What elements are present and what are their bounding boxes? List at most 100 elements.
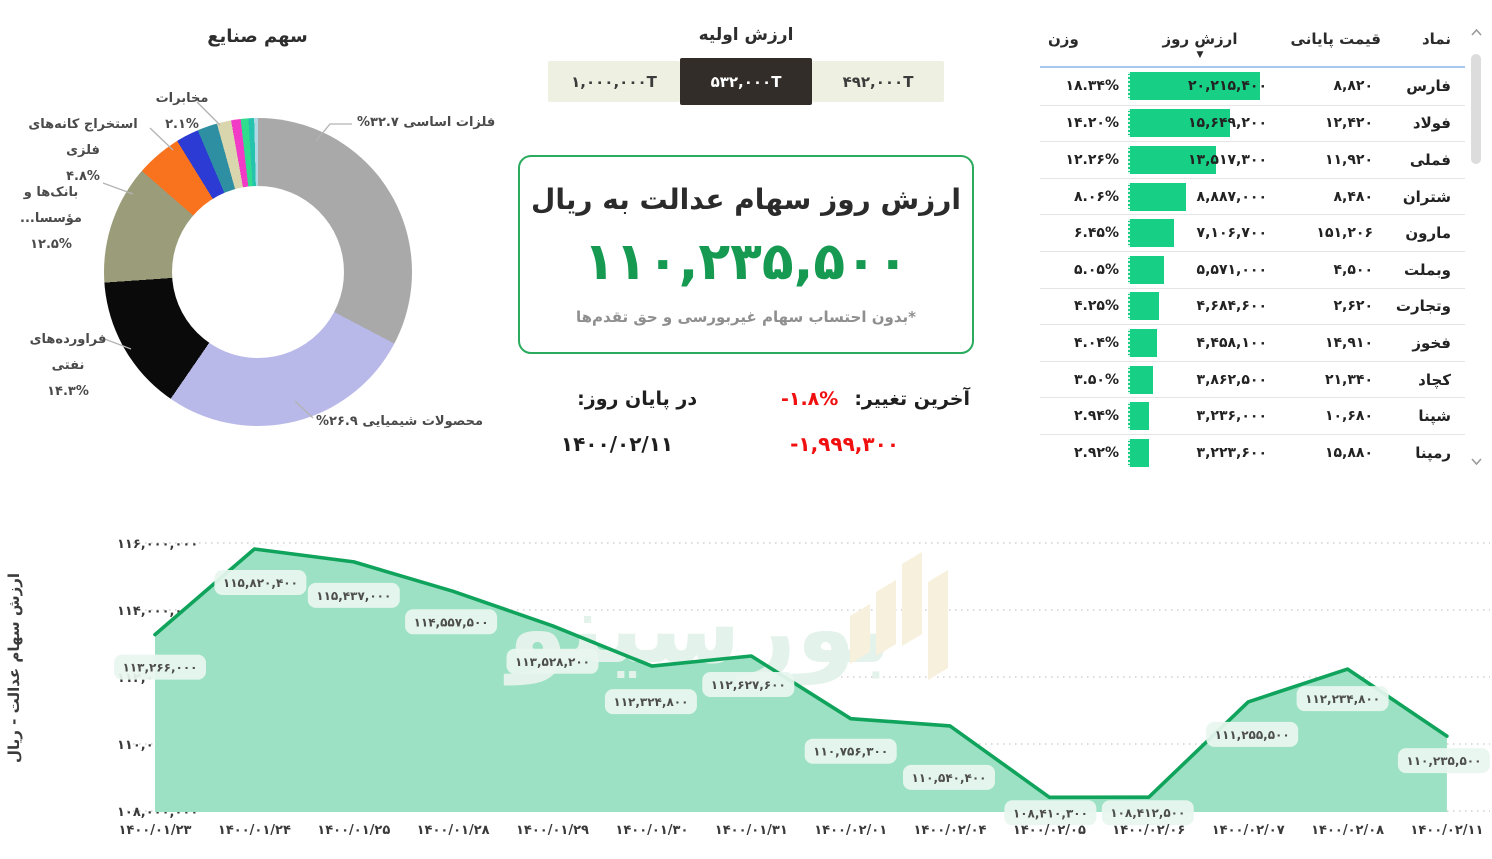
industry-share-donut[interactable]: [104, 118, 412, 426]
x-tick: ۱۴۰۰/۰۲/۰۴: [914, 823, 987, 838]
value-bar: [1128, 292, 1159, 321]
svg-text:۱۱۰,۲۳۵,۵۰۰: ۱۱۰,۲۳۵,۵۰۰: [1406, 754, 1481, 768]
scrollbar-thumb[interactable]: [1471, 54, 1481, 164]
initial-value-toggle: ۴۹۲,۰۰۰T ۵۳۲,۰۰۰T ۱,۰۰۰,۰۰۰T: [548, 58, 944, 105]
table-row[interactable]: رمپنا ۱۵,۸۸۰ ۳,۲۲۳,۶۰۰ ۲.۹۲%: [1040, 433, 1465, 471]
table-row[interactable]: فولاد ۱۲,۴۲۰ ۱۵,۶۴۹,۲۰۰ ۱۴.۲۰%: [1040, 104, 1465, 142]
day-value-note: *بدون احتساب سهام غیربورسی و حق تقدم‌ها: [576, 308, 916, 326]
point-label: ۱۰۸,۴۱۲,۵۰۰: [1101, 800, 1194, 826]
table-row[interactable]: وبملت ۴,۵۰۰ ۵,۵۷۱,۰۰۰ ۵.۰۵%: [1040, 250, 1465, 288]
symbol-cell: وبملت: [1403, 260, 1451, 279]
day-value-cell: ۳,۲۲۳,۶۰۰: [1125, 435, 1275, 471]
point-label: ۱۱۲,۳۲۴,۸۰۰: [604, 689, 697, 715]
header-cell-close-price[interactable]: قیمت پایانی: [1290, 30, 1381, 48]
day-value-cell: ۱۳,۵۱۷,۳۰۰: [1125, 142, 1275, 178]
svg-text:۱۱۵,۴۳۷,۰۰۰: ۱۱۵,۴۳۷,۰۰۰: [316, 589, 391, 603]
day-value-cell: ۳,۲۳۶,۰۰۰: [1125, 398, 1275, 434]
table-row[interactable]: مارون ۱۵۱,۲۰۶ ۷,۱۰۶,۷۰۰ ۶.۴۵%: [1040, 214, 1465, 251]
value-history-chart[interactable]: ۱۱۶,۰۰۰,۰۰۰۱۱۴,۰۰۰,۰۰۰۱۱۲,۰۰۰,۰۰۰۱۱۰,۰۰۰…: [0, 500, 1492, 859]
weight-cell: ۴.۰۴%: [1074, 334, 1119, 351]
svg-text:۱۰۸,۴۱۰,۳۰۰: ۱۰۸,۴۱۰,۳۰۰: [1013, 806, 1088, 820]
header-cell-day-value[interactable]: ارزش روز ▼: [1125, 16, 1275, 60]
value-bar: [1128, 365, 1154, 394]
svg-text:۱۱۳,۵۲۸,۲۰۰: ۱۱۳,۵۲۸,۲۰۰: [515, 655, 590, 669]
close-price-cell: ۲۱,۳۴۰: [1324, 371, 1373, 388]
initial-value-option[interactable]: ۵۳۲,۰۰۰T: [680, 58, 812, 105]
day-value-cell: ۳,۸۶۲,۵۰۰: [1125, 362, 1275, 398]
symbol-cell: فملی: [1409, 150, 1451, 169]
initial-value-option[interactable]: ۴۹۲,۰۰۰T: [812, 61, 944, 102]
symbol-cell: شتران: [1402, 187, 1451, 206]
day-value-cell: ۱۵,۶۴۹,۲۰۰: [1125, 106, 1275, 142]
value-bar: [1128, 219, 1175, 248]
header-cell-weight[interactable]: وزن: [1048, 30, 1079, 48]
close-price-cell: ۱۴,۹۱۰: [1324, 334, 1373, 351]
day-value-cell: ۲۰,۲۱۵,۴۰۰: [1125, 68, 1275, 105]
table-row[interactable]: فملی ۱۱,۹۲۰ ۱۳,۵۱۷,۳۰۰ ۱۲.۲۶%: [1040, 141, 1465, 178]
svg-text:۱۱۲,۲۳۴,۸۰۰: ۱۱۲,۲۳۴,۸۰۰: [1305, 692, 1380, 706]
sort-descending-icon[interactable]: ▼: [1196, 50, 1204, 60]
donut-label-oil-products: فراورده‌های نفتی ۱۴.۳%: [29, 332, 107, 399]
weight-cell: ۴.۲۵%: [1074, 298, 1119, 315]
table-row[interactable]: فارس ۸,۸۲۰ ۲۰,۲۱۵,۴۰۰ ۱۸.۳۴%: [1040, 68, 1465, 105]
weight-cell: ۱۲.۲۶%: [1065, 151, 1119, 168]
initial-value-title: ارزش اولیه: [698, 25, 794, 45]
weight-cell: ۲.۹۲%: [1074, 444, 1119, 461]
point-label: ۱۱۱,۲۵۵,۵۰۰: [1206, 721, 1299, 747]
holdings-table: نماد قیمت پایانی ارزش روز ▼ وزن فارس ۸,۸۲…: [1040, 16, 1465, 471]
x-tick: ۱۴۰۰/۰۱/۲۴: [218, 823, 291, 838]
svg-text:۱۱۳,۲۶۶,۰۰۰: ۱۱۳,۲۶۶,۰۰۰: [122, 661, 197, 675]
weight-cell: ۳.۵۰%: [1074, 371, 1119, 388]
svg-text:۱۱۱,۲۵۵,۵۰۰: ۱۱۱,۲۵۵,۵۰۰: [1215, 728, 1290, 742]
x-tick: ۱۴۰۰/۰۲/۰۶: [1112, 823, 1185, 838]
symbol-cell: مارون: [1405, 224, 1451, 243]
table-row[interactable]: وتجارت ۲,۶۲۰ ۴,۶۸۴,۶۰۰ ۴.۲۵%: [1040, 287, 1465, 325]
x-tick: ۱۴۰۰/۰۲/۰۸: [1311, 823, 1384, 838]
header-cell-symbol[interactable]: نماد: [1421, 30, 1451, 48]
scroll-up-icon[interactable]: [1468, 24, 1485, 41]
watermark-logo: [850, 552, 948, 680]
weight-cell: ۸.۰۶%: [1074, 188, 1119, 205]
point-label: ۱۱۵,۸۲۰,۴۰۰: [214, 570, 307, 595]
donut-hole: [172, 186, 344, 358]
svg-text:۱۰۸,۴۱۲,۵۰۰: ۱۰۸,۴۱۲,۵۰۰: [1110, 806, 1185, 820]
point-label: ۱۰۸,۴۱۰,۳۰۰: [1004, 800, 1097, 826]
weight-cell: ۶.۴۵%: [1074, 225, 1119, 242]
symbol-cell: فارس: [1406, 77, 1451, 96]
end-of-day-date: ۱۴۰۰/۰۲/۱۱: [560, 432, 674, 456]
industry-share-title: سهم صنایع: [207, 26, 308, 47]
table-body: فارس ۸,۸۲۰ ۲۰,۲۱۵,۴۰۰ ۱۸.۳۴% فولاد ۱۲,۴۲۰ ۱۵,۶…: [1040, 68, 1465, 471]
svg-text:۱۱۰,۷۵۶,۳۰۰: ۱۱۰,۷۵۶,۳۰۰: [813, 745, 888, 759]
close-price-cell: ۱۱,۹۲۰: [1324, 151, 1373, 168]
day-value-cell: ۸,۸۸۷,۰۰۰: [1125, 179, 1275, 215]
symbol-cell: فولاد: [1412, 114, 1451, 133]
x-tick: ۱۴۰۰/۰۱/۲۵: [317, 823, 390, 838]
value-bar: [1128, 72, 1260, 101]
close-price-cell: ۱۵,۸۸۰: [1324, 444, 1373, 461]
close-price-cell: ۴,۵۰۰: [1333, 261, 1374, 278]
table-row[interactable]: شتران ۸,۴۸۰ ۸,۸۸۷,۰۰۰ ۸.۰۶%: [1040, 177, 1465, 215]
point-label: ۱۱۰,۷۵۶,۳۰۰: [804, 738, 897, 764]
x-tick: ۱۴۰۰/۰۱/۳۰: [615, 823, 688, 838]
x-tick: ۱۴۰۰/۰۱/۲۳: [119, 823, 192, 838]
value-bar: [1128, 255, 1165, 284]
donut-label-telecom: مخابرات ۲.۱%: [155, 91, 209, 132]
donut-leader-lines: [101, 101, 352, 419]
symbol-cell: شپنا: [1418, 407, 1451, 426]
initial-value-option[interactable]: ۱,۰۰۰,۰۰۰T: [548, 61, 680, 102]
day-value-card: ارزش روز سهام عدالت به ریال ۱۱۰,۲۳۵,۵۰۰ …: [518, 155, 974, 354]
value-bar: [1128, 145, 1217, 174]
close-price-cell: ۱۵۱,۲۰۶: [1316, 225, 1373, 242]
last-change-amount: -۱,۹۹۹,۳۰۰: [790, 432, 900, 456]
scroll-down-icon[interactable]: [1468, 453, 1485, 470]
point-label: ۱۱۵,۴۳۷,۰۰۰: [307, 582, 400, 608]
table-row[interactable]: فخوز ۱۴,۹۱۰ ۴,۴۵۸,۱۰۰ ۴.۰۴%: [1040, 324, 1465, 361]
x-tick: ۱۴۰۰/۰۱/۳۱: [715, 823, 788, 838]
day-value-title: ارزش روز سهام عدالت به ریال: [531, 183, 961, 216]
table-row[interactable]: شپنا ۱۰,۶۸۰ ۳,۲۳۶,۰۰۰ ۲.۹۴%: [1040, 397, 1465, 434]
table-row[interactable]: کچاد ۲۱,۳۴۰ ۳,۸۶۲,۵۰۰ ۳.۵۰%: [1040, 360, 1465, 398]
close-price-cell: ۸,۴۸۰: [1333, 188, 1374, 205]
history-chart-panel: ارزش سهام عدالت - ریال ۱۱۶,۰۰۰,۰۰۰ ۱۱۴,۰۰…: [0, 500, 1492, 859]
table-scrollbar[interactable]: [1468, 24, 1485, 470]
